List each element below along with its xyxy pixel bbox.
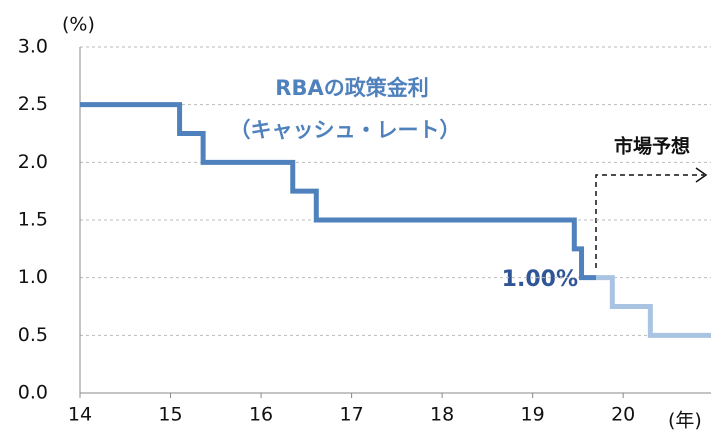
y-tick-label: 0.0 (18, 382, 48, 404)
y-tick-label: 0.5 (18, 324, 48, 346)
annotation: （キャッシュ・レート） (230, 118, 461, 142)
x-tick-label: 17 (339, 404, 363, 426)
step-line (596, 275, 711, 338)
annotation: RBAの政策金利 (275, 76, 428, 100)
annotation: 市場予想 (614, 135, 690, 158)
x-tick-label: 14 (68, 404, 92, 426)
arrow-head (695, 167, 708, 183)
x-axis-label: (年) (668, 410, 702, 432)
x-tick-label: 20 (611, 404, 635, 426)
y-tick-label: 1.5 (18, 209, 48, 231)
y-tick-label: 2.5 (18, 93, 48, 115)
x-tick-label: 16 (249, 404, 273, 426)
forecast-arrow (595, 174, 704, 268)
x-tick-label: 15 (158, 404, 182, 426)
data-label: 1.00% (502, 267, 578, 292)
y-tick-label: 3.0 (18, 36, 48, 58)
y-tick-label: 1.0 (18, 266, 48, 288)
x-tick-label: 18 (430, 404, 454, 426)
step-line (80, 102, 597, 281)
y-axis-label: (%) (62, 14, 95, 36)
x-tick-label: 19 (521, 404, 545, 426)
y-tick-label: 2.0 (18, 151, 48, 173)
